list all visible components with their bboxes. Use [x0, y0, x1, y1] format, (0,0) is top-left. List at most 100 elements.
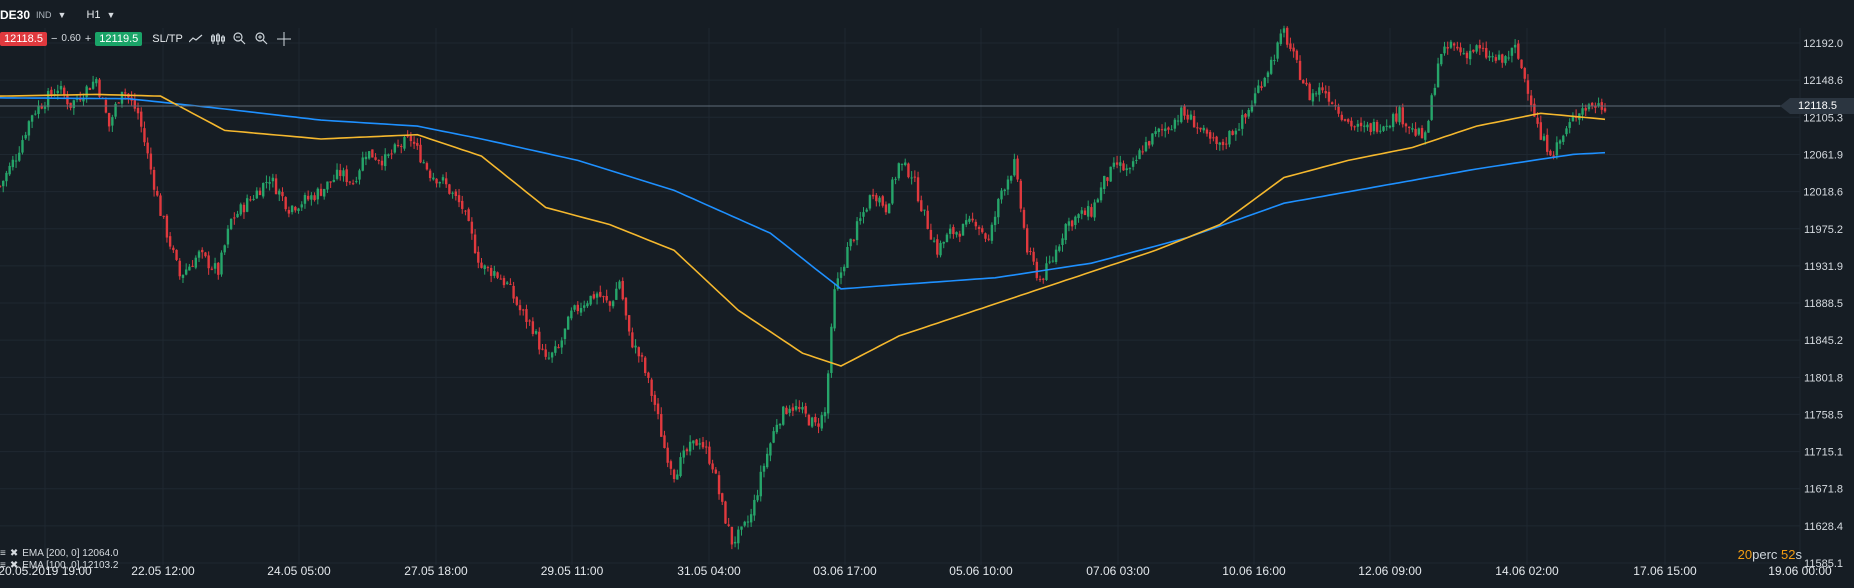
candle-body — [1494, 57, 1498, 61]
x-tick-label: 17.06 15:00 — [1633, 564, 1697, 578]
settings-icon[interactable]: ≡ — [0, 560, 6, 571]
buy-button[interactable]: 12119.5 — [95, 31, 143, 46]
candle-body — [1170, 129, 1173, 131]
candle-body — [509, 283, 512, 285]
candle-body — [586, 303, 589, 307]
candle-body — [1253, 93, 1257, 104]
crosshair-icon[interactable] — [275, 31, 293, 47]
candle-body — [281, 191, 284, 197]
candle-body — [46, 90, 50, 108]
candle-body — [1109, 166, 1112, 182]
candle-body — [1225, 143, 1228, 145]
y-tick-label: 12105.3 — [1803, 112, 1843, 124]
candle-body — [1594, 106, 1597, 108]
symbol-name[interactable]: DE30 — [0, 8, 31, 22]
candle-body — [95, 79, 98, 84]
candle-body — [775, 424, 779, 433]
candle-body — [936, 239, 939, 255]
y-tick-label: 12018.6 — [1803, 187, 1843, 199]
candle-body — [1356, 123, 1360, 127]
candle-body — [1449, 41, 1453, 48]
x-tick-label: 22.05 12:00 — [131, 564, 195, 578]
candle-body — [210, 268, 214, 270]
close-icon[interactable]: ✖ — [9, 548, 19, 559]
y-tick-label: 12148.6 — [1803, 75, 1843, 87]
candle-body — [599, 291, 602, 297]
legend-item-ema100[interactable]: ≡ ✖ EMA [100, 0] 12103.2 — [0, 560, 118, 572]
candle-body — [968, 218, 971, 222]
candle-body — [743, 521, 746, 526]
candle-body — [8, 165, 11, 175]
candle-body — [1247, 109, 1250, 117]
candle-body — [364, 156, 368, 160]
candle-body — [627, 315, 631, 332]
candle-body — [149, 153, 153, 170]
candle-body — [1552, 155, 1555, 157]
candle-body — [1436, 63, 1440, 88]
candle-body — [1186, 114, 1189, 120]
candle-body — [1009, 176, 1013, 181]
candle-body — [1404, 123, 1408, 127]
candle-body — [380, 160, 384, 166]
candles-icon[interactable] — [209, 31, 227, 47]
timeframe-selector[interactable]: H1 — [86, 9, 101, 21]
line-chart-icon[interactable] — [187, 31, 205, 47]
candle-body — [168, 236, 172, 247]
candle-body — [865, 209, 868, 212]
candle-body — [1176, 120, 1180, 122]
candle-body — [1112, 162, 1116, 167]
candle-body — [265, 182, 268, 184]
candle-body — [534, 331, 538, 334]
candle-body — [1603, 108, 1607, 112]
legend-item-ema200[interactable]: ≡ ✖ EMA [200, 0] 12064.0 — [0, 548, 118, 560]
candle-body — [140, 111, 143, 127]
candle-body — [1208, 132, 1212, 139]
candle-body — [1472, 49, 1475, 52]
candle-body — [974, 221, 978, 227]
candle-body — [1395, 113, 1398, 122]
chevron-down-icon[interactable]: ▼ — [57, 10, 67, 20]
candle-body — [698, 443, 701, 445]
candle-body — [188, 266, 191, 271]
close-icon[interactable]: ✖ — [9, 560, 19, 571]
candle-body — [1016, 158, 1019, 180]
candle-body — [701, 442, 705, 448]
candle-body — [759, 471, 762, 497]
candle-body — [37, 105, 40, 114]
candle-body — [637, 347, 640, 357]
candle-body — [525, 309, 528, 322]
candle-body — [1013, 159, 1016, 176]
zoom-in-icon[interactable] — [253, 31, 271, 47]
candle-body — [1218, 142, 1221, 145]
candle-body — [756, 495, 759, 501]
candle-body — [631, 332, 634, 348]
candle-body — [1131, 161, 1135, 167]
sell-button[interactable]: 12118.5 — [0, 31, 47, 46]
candle-body — [159, 195, 162, 216]
candle-body — [1167, 127, 1170, 130]
candle-body — [1504, 56, 1507, 64]
candle-body — [467, 209, 470, 221]
candle-body — [355, 181, 358, 183]
candle-body — [1295, 50, 1299, 60]
candle-body — [753, 499, 756, 516]
candle-body — [406, 135, 409, 137]
candle-body — [765, 453, 769, 468]
chevron-down-icon[interactable]: ▼ — [106, 10, 116, 20]
timer-sec-unit: s — [1795, 547, 1803, 562]
increase-volume-button[interactable]: + — [84, 32, 92, 45]
candle-body — [432, 177, 435, 180]
zoom-out-icon[interactable] — [231, 31, 249, 47]
candle-body — [239, 204, 242, 215]
candle-body — [727, 524, 730, 526]
sltp-button[interactable]: SL/TP — [152, 32, 183, 45]
candle-body — [1035, 261, 1039, 279]
candle-body — [965, 220, 968, 225]
candle-body — [1526, 80, 1530, 94]
candle-body — [653, 394, 657, 405]
candle-body — [1147, 141, 1151, 146]
decrease-volume-button[interactable]: − — [50, 32, 58, 45]
settings-icon[interactable]: ≡ — [0, 548, 6, 559]
candle-body — [807, 414, 811, 426]
